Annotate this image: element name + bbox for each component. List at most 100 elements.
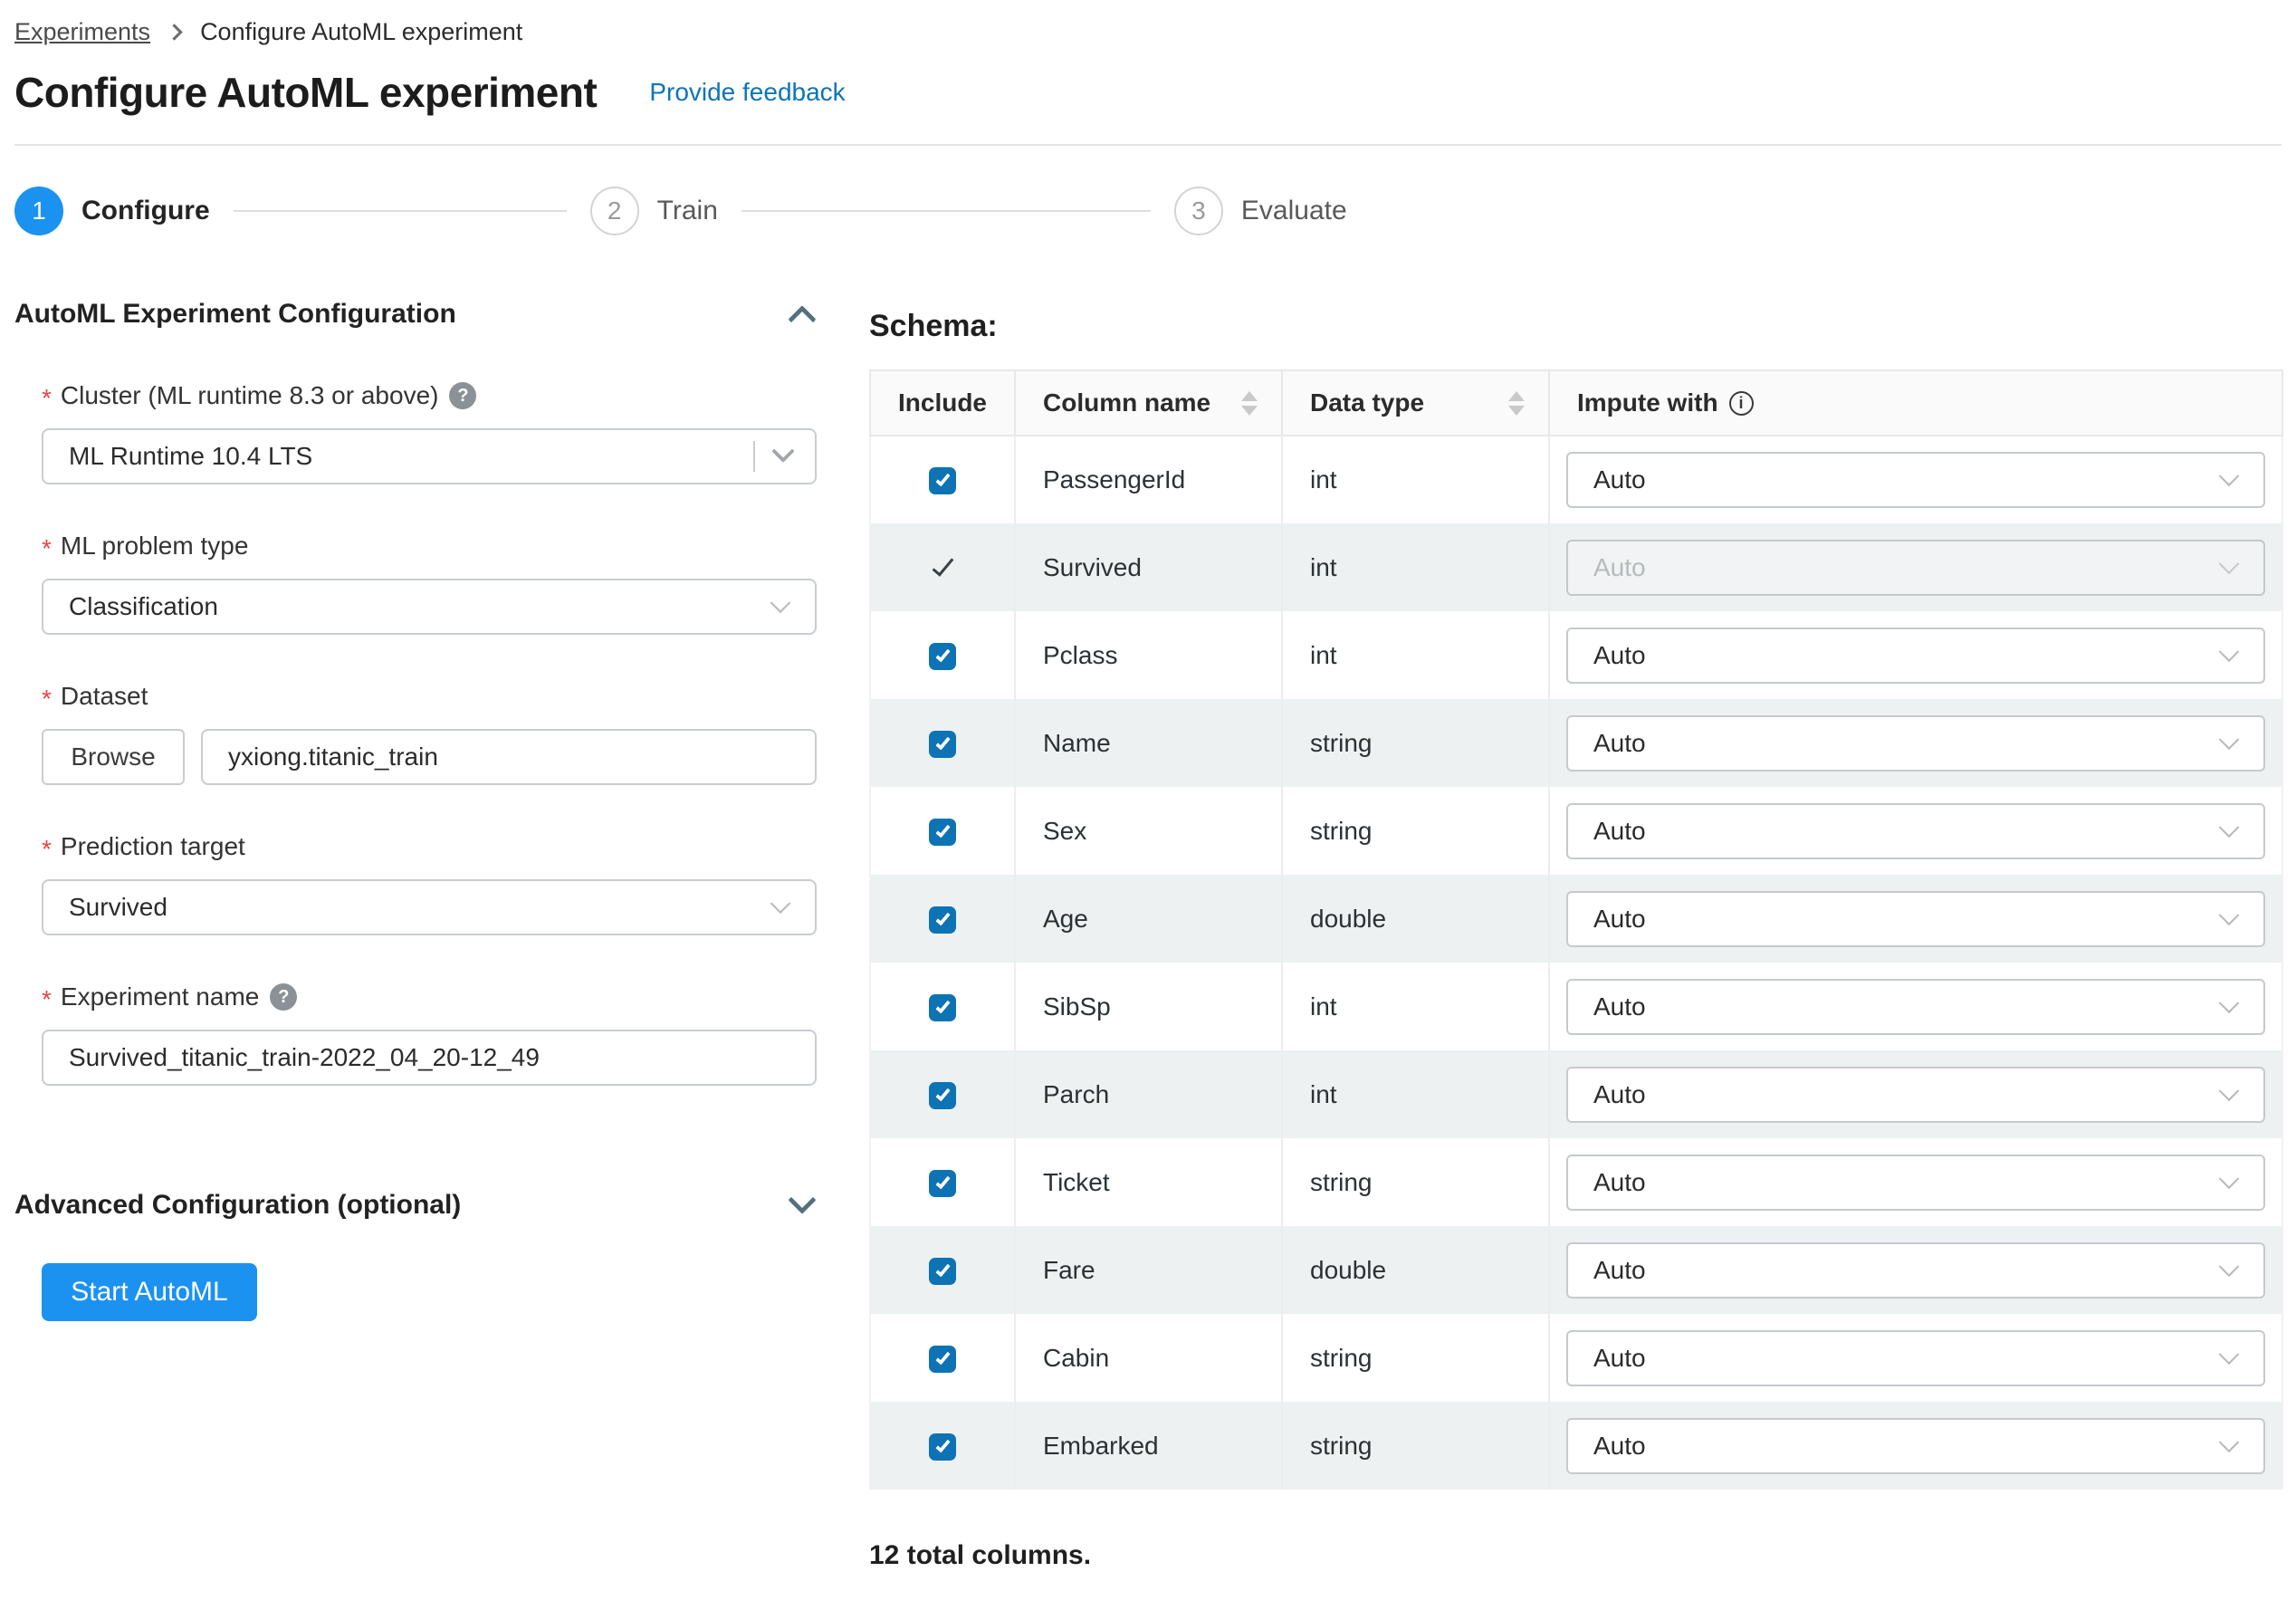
browse-button[interactable]: Browse <box>42 729 185 785</box>
column-name-cell: Cabin <box>1015 1314 1283 1402</box>
sort-icon[interactable] <box>1241 390 1258 416</box>
required-asterisk: * <box>42 384 52 412</box>
include-checkbox[interactable] <box>929 642 956 670</box>
data-type-cell: double <box>1282 1226 1550 1314</box>
table-row: Age double Auto <box>869 875 2283 963</box>
schema-table-header-row: Include Column name Data type <box>869 369 2283 436</box>
title-row: Configure AutoML experiment Provide feed… <box>14 68 2282 117</box>
chevron-down-icon <box>2218 1167 2240 1189</box>
impute-cell: Auto <box>1549 436 2283 523</box>
header-data-type[interactable]: Data type <box>1282 369 1550 436</box>
impute-select[interactable]: Auto <box>1566 1329 2265 1386</box>
include-checkbox[interactable] <box>929 1433 956 1461</box>
provide-feedback-link[interactable]: Provide feedback <box>649 78 846 106</box>
check-icon <box>935 997 951 1014</box>
impute-select[interactable]: Auto <box>1566 978 2265 1035</box>
breadcrumb-chevron-icon <box>166 24 183 41</box>
impute-select[interactable]: Auto <box>1566 1417 2265 1474</box>
impute-select[interactable]: Auto <box>1566 1241 2265 1299</box>
table-row: Pclass int Auto <box>869 611 2283 699</box>
impute-cell: Auto <box>1549 699 2283 787</box>
data-type-cell: string <box>1282 699 1550 787</box>
prediction-target-select[interactable]: Survived <box>42 879 817 935</box>
chevron-down-icon <box>771 439 795 464</box>
dataset-field: * Dataset Browse <box>42 682 817 785</box>
dataset-row: Browse <box>42 729 817 785</box>
problem-type-select[interactable]: Classification <box>42 579 817 635</box>
check-icon <box>935 1436 951 1453</box>
chevron-down-icon <box>2218 640 2240 662</box>
impute-select[interactable]: Auto <box>1566 714 2265 771</box>
include-checkbox[interactable] <box>929 1345 956 1373</box>
start-automl-button[interactable]: Start AutoML <box>42 1263 257 1321</box>
include-checkbox[interactable] <box>929 818 956 846</box>
impute-cell: Auto <box>1549 1050 2283 1138</box>
title-divider <box>14 144 2282 146</box>
impute-cell: Auto <box>1549 1138 2283 1226</box>
page-title: Configure AutoML experiment <box>14 69 598 116</box>
column-name-cell: Fare <box>1015 1226 1283 1314</box>
impute-select[interactable]: Auto <box>1566 452 2265 508</box>
column-name-cell: Survived <box>1015 523 1283 611</box>
impute-cell: Auto <box>1549 523 2283 611</box>
chevron-down-icon <box>770 893 791 915</box>
cluster-help-icon[interactable]: ? <box>449 382 477 409</box>
impute-select[interactable]: Auto <box>1566 1066 2265 1123</box>
problem-type-label: * ML problem type <box>42 532 249 562</box>
impute-select[interactable]: Auto <box>1566 1154 2265 1211</box>
chevron-down-icon <box>770 592 791 614</box>
chevron-down-icon <box>2218 1431 2240 1452</box>
experiment-name-input[interactable] <box>42 1030 817 1086</box>
impute-cell: Auto <box>1549 787 2283 875</box>
impute-select[interactable]: Auto <box>1566 627 2265 684</box>
experiment-name-label: * Experiment name ? <box>42 982 817 1013</box>
impute-select[interactable]: Auto <box>1566 890 2265 947</box>
check-icon <box>932 552 953 577</box>
include-checkbox[interactable] <box>929 467 956 494</box>
advanced-config-section-title: Advanced Configuration (optional) <box>14 1190 462 1220</box>
step-train-number: 2 <box>589 187 639 235</box>
include-checkbox[interactable] <box>929 906 956 934</box>
impute-cell: Auto <box>1549 1226 2283 1314</box>
chevron-down-icon <box>2218 816 2240 838</box>
breadcrumb-current: Configure AutoML experiment <box>200 18 523 45</box>
check-icon <box>935 646 951 663</box>
table-row: Fare double Auto <box>869 1226 2283 1314</box>
column-name-cell: SibSp <box>1015 963 1283 1050</box>
include-cell <box>869 1050 1016 1138</box>
collapse-section-button[interactable] <box>784 296 820 334</box>
include-checkbox[interactable] <box>929 1169 956 1197</box>
check-icon <box>935 733 951 751</box>
info-icon[interactable]: i <box>1728 390 1754 416</box>
data-type-cell: int <box>1282 436 1550 523</box>
include-cell <box>869 787 1016 875</box>
include-checkbox[interactable] <box>929 1257 956 1285</box>
include-cell <box>869 1138 1016 1226</box>
include-checkbox[interactable] <box>929 730 956 758</box>
configuration-panel: AutoML Experiment Configuration * Cluste… <box>14 296 820 1571</box>
chevron-up-icon <box>788 305 817 334</box>
step-train-label: Train <box>656 196 718 225</box>
table-row: Name string Auto <box>869 699 2283 787</box>
cluster-select[interactable]: ML Runtime 10.4 LTS <box>42 428 817 484</box>
include-cell <box>869 436 1016 523</box>
column-name-cell: Sex <box>1015 787 1283 875</box>
data-type-cell: string <box>1282 1314 1550 1402</box>
table-row: Embarked string Auto <box>869 1402 2283 1490</box>
chevron-down-icon <box>2218 465 2240 487</box>
data-type-cell: string <box>1282 1138 1550 1226</box>
header-column-name[interactable]: Column name <box>1015 369 1283 436</box>
required-asterisk: * <box>42 534 52 562</box>
expand-section-button[interactable] <box>784 1185 820 1223</box>
include-checkbox[interactable] <box>929 1081 956 1109</box>
experiment-name-help-icon[interactable]: ? <box>270 983 298 1011</box>
include-checkbox[interactable] <box>929 993 956 1021</box>
include-cell <box>869 699 1016 787</box>
impute-select[interactable]: Auto <box>1566 802 2265 859</box>
cluster-field: * Cluster (ML runtime 8.3 or above) ? ML… <box>42 381 817 484</box>
dataset-input[interactable] <box>201 729 817 785</box>
breadcrumb-link-experiments[interactable]: Experiments <box>14 18 151 45</box>
sort-icon[interactable] <box>1508 390 1525 416</box>
impute-cell: Auto <box>1549 963 2283 1050</box>
required-asterisk: * <box>42 685 52 713</box>
